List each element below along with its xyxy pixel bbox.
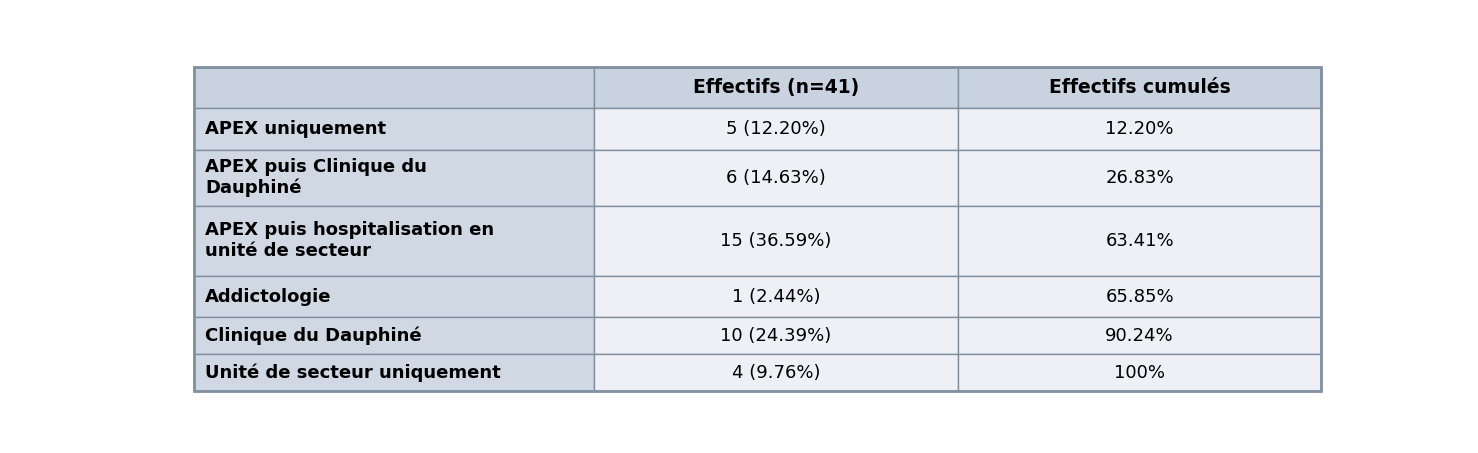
Bar — [594, 318, 958, 354]
Bar — [958, 206, 1321, 276]
Bar — [594, 108, 958, 149]
Bar — [194, 206, 594, 276]
Bar — [594, 149, 958, 206]
Bar — [194, 149, 594, 206]
Bar — [194, 276, 594, 318]
Bar — [958, 276, 1321, 318]
Text: 1 (2.44%): 1 (2.44%) — [732, 288, 820, 306]
Bar — [958, 67, 1321, 108]
Text: Addictologie: Addictologie — [205, 288, 333, 306]
Text: 4 (9.76%): 4 (9.76%) — [732, 364, 820, 381]
Text: 15 (36.59%): 15 (36.59%) — [720, 232, 832, 250]
Bar — [194, 318, 594, 354]
Text: Clinique du Dauphiné: Clinique du Dauphiné — [205, 327, 423, 345]
Bar — [194, 67, 594, 108]
Text: 65.85%: 65.85% — [1106, 288, 1174, 306]
Text: APEX uniquement: APEX uniquement — [205, 120, 386, 138]
Text: Unité de secteur uniquement: Unité de secteur uniquement — [205, 363, 501, 382]
Bar — [958, 108, 1321, 149]
Bar — [594, 354, 958, 391]
Text: APEX puis hospitalisation en
unité de secteur: APEX puis hospitalisation en unité de se… — [205, 222, 495, 260]
Text: 90.24%: 90.24% — [1106, 327, 1174, 345]
Text: Effectifs (n=41): Effectifs (n=41) — [693, 78, 859, 97]
Bar — [194, 354, 594, 391]
Bar — [594, 276, 958, 318]
Bar — [194, 108, 594, 149]
Text: APEX puis Clinique du
Dauphiné: APEX puis Clinique du Dauphiné — [205, 158, 427, 198]
Text: Effectifs cumulés: Effectifs cumulés — [1049, 78, 1231, 97]
Bar — [594, 206, 958, 276]
Bar — [958, 318, 1321, 354]
Text: 26.83%: 26.83% — [1106, 169, 1174, 187]
Text: 10 (24.39%): 10 (24.39%) — [720, 327, 832, 345]
Text: 100%: 100% — [1114, 364, 1165, 381]
Bar — [958, 149, 1321, 206]
Text: 5 (12.20%): 5 (12.20%) — [726, 120, 826, 138]
Text: 6 (14.63%): 6 (14.63%) — [726, 169, 826, 187]
Bar — [594, 67, 958, 108]
Bar — [958, 354, 1321, 391]
Text: 63.41%: 63.41% — [1106, 232, 1174, 250]
Text: 12.20%: 12.20% — [1106, 120, 1174, 138]
